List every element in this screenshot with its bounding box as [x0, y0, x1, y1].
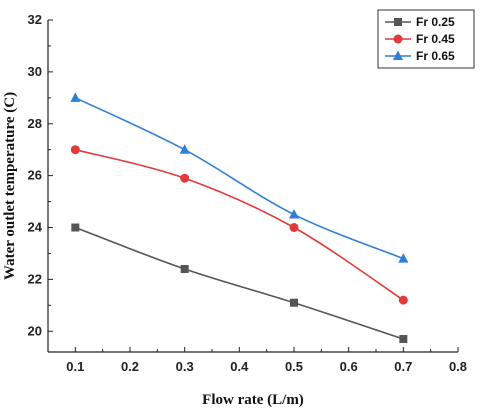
- y-axis-title: Water outlet temperature (C): [2, 92, 18, 280]
- data-point: [289, 209, 299, 219]
- series-Fr-0-65: [70, 92, 409, 263]
- x-tick-label: 0.5: [285, 359, 303, 374]
- data-point: [179, 144, 190, 154]
- legend: Fr 0.25 Fr 0.45 Fr 0.65: [377, 9, 475, 69]
- y-tick-label: 30: [28, 64, 42, 79]
- x-tick-label: 0.1: [66, 359, 84, 374]
- x-tick-label: 0.4: [230, 359, 249, 374]
- legend-label: Fr 0.45: [416, 32, 455, 46]
- y-tick-label: 20: [28, 323, 42, 338]
- data-point: [180, 173, 190, 183]
- series-line: [75, 226, 404, 340]
- legend-marker: [393, 34, 403, 44]
- series-Fr-0-25: [71, 223, 408, 344]
- x-axis-title: Flow rate (L/m): [202, 392, 304, 408]
- legend-marker: [394, 18, 402, 26]
- data-point: [180, 265, 189, 273]
- y-tick-label: 24: [28, 220, 43, 235]
- series-line: [74, 97, 404, 260]
- data-point: [70, 145, 80, 155]
- data-point: [398, 253, 409, 263]
- y-tick-label: 26: [28, 168, 42, 183]
- data-point: [289, 223, 299, 232]
- x-tick-label: 0.6: [340, 359, 358, 374]
- data-point: [290, 298, 298, 307]
- axes: 20 22 24 26 28 30 32 0.1 0.2 0.3 0.4 0.5 0.6 0.7 0.8: [28, 12, 468, 374]
- series-line: [75, 148, 404, 301]
- legend-label: Fr 0.65: [416, 49, 455, 63]
- data-point: [399, 335, 408, 344]
- x-tick-label: 0.2: [121, 359, 139, 374]
- x-tick-label: 0.7: [394, 359, 412, 374]
- y-tick-label: 28: [28, 116, 42, 131]
- series-layer: [70, 92, 409, 344]
- data-point: [398, 295, 408, 305]
- data-point: [70, 92, 81, 102]
- x-tick-label: 0.8: [449, 359, 467, 374]
- legend-item: Fr 0.25: [385, 15, 455, 29]
- y-tick-label: 32: [28, 12, 42, 27]
- legend-marker: [393, 50, 403, 60]
- legend-label: Fr 0.25: [416, 15, 455, 29]
- series-Fr-0-45: [70, 145, 408, 305]
- data-point: [71, 223, 80, 232]
- x-tick-label: 0.3: [176, 359, 194, 374]
- legend-item: Fr 0.65: [385, 49, 455, 63]
- legend-item: Fr 0.45: [385, 32, 455, 46]
- y-tick-label: 22: [28, 271, 42, 286]
